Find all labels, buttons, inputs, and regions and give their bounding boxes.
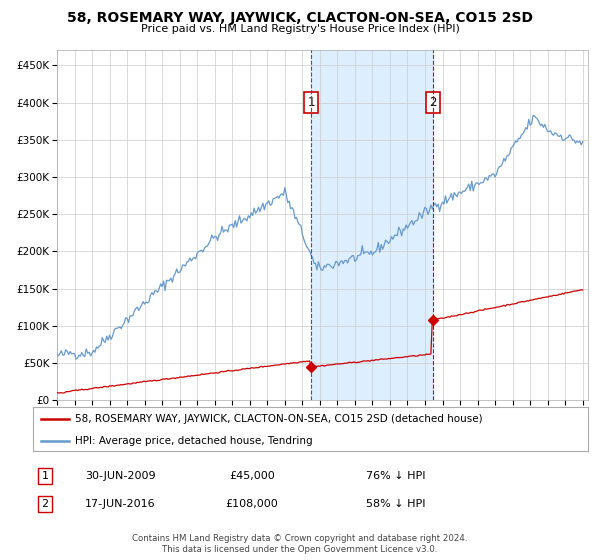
Text: 1: 1 <box>41 471 49 481</box>
Text: 58% ↓ HPI: 58% ↓ HPI <box>366 499 426 509</box>
Text: This data is licensed under the Open Government Licence v3.0.: This data is licensed under the Open Gov… <box>163 545 437 554</box>
Text: 17-JUN-2016: 17-JUN-2016 <box>85 499 155 509</box>
Text: 1: 1 <box>307 96 315 109</box>
Text: 58, ROSEMARY WAY, JAYWICK, CLACTON-ON-SEA, CO15 2SD (detached house): 58, ROSEMARY WAY, JAYWICK, CLACTON-ON-SE… <box>74 414 482 424</box>
Text: Price paid vs. HM Land Registry's House Price Index (HPI): Price paid vs. HM Land Registry's House … <box>140 24 460 34</box>
Text: £108,000: £108,000 <box>226 499 278 509</box>
Text: 2: 2 <box>41 499 49 509</box>
Text: 76% ↓ HPI: 76% ↓ HPI <box>366 471 426 481</box>
Text: HPI: Average price, detached house, Tendring: HPI: Average price, detached house, Tend… <box>74 436 312 446</box>
Text: £45,000: £45,000 <box>229 471 275 481</box>
Text: Contains HM Land Registry data © Crown copyright and database right 2024.: Contains HM Land Registry data © Crown c… <box>132 534 468 543</box>
Bar <box>311 50 433 400</box>
Text: 58, ROSEMARY WAY, JAYWICK, CLACTON-ON-SEA, CO15 2SD: 58, ROSEMARY WAY, JAYWICK, CLACTON-ON-SE… <box>67 11 533 25</box>
Text: 30-JUN-2009: 30-JUN-2009 <box>85 471 155 481</box>
Text: 2: 2 <box>430 96 437 109</box>
